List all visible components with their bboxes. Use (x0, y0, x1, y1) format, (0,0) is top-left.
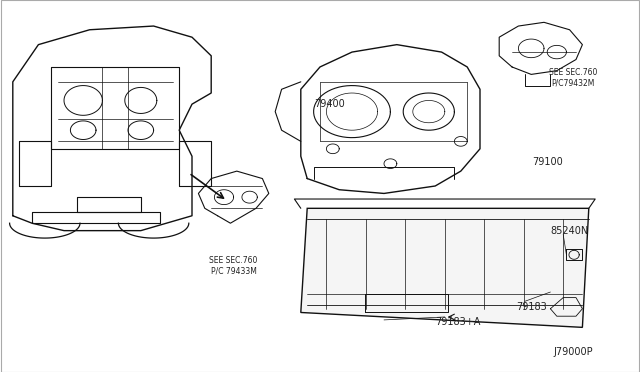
Text: SEE SEC.760
P/C79432M: SEE SEC.760 P/C79432M (548, 68, 597, 88)
Text: 79100: 79100 (532, 157, 563, 167)
Text: 79400: 79400 (314, 99, 345, 109)
Text: J79000P: J79000P (553, 347, 593, 356)
Text: 79183: 79183 (516, 302, 547, 312)
Text: 79183+A: 79183+A (435, 317, 480, 327)
Text: 85240N: 85240N (550, 226, 589, 235)
Polygon shape (301, 208, 589, 327)
Text: SEE SEC.760
P/C 79433M: SEE SEC.760 P/C 79433M (209, 256, 258, 276)
